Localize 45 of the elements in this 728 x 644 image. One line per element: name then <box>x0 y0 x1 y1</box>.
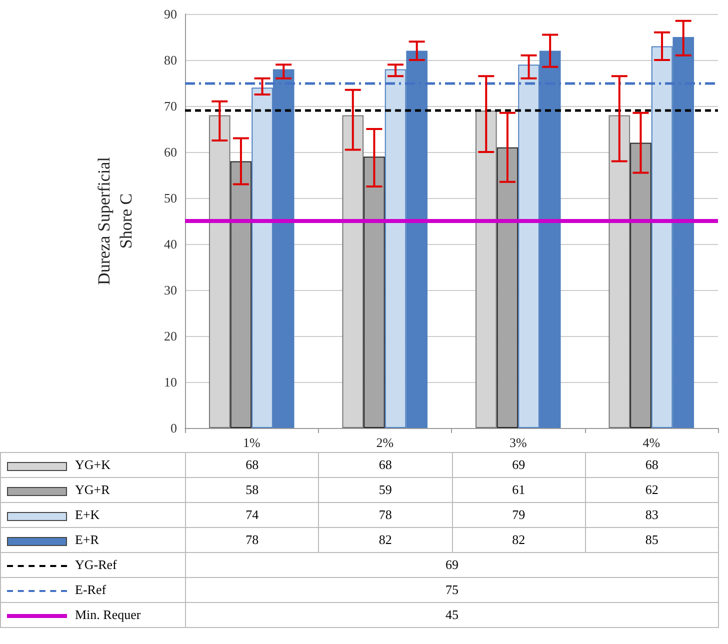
data-label: 83 <box>585 502 718 528</box>
data-label: 69 <box>452 452 586 478</box>
x-tick-label: 4% <box>642 435 660 450</box>
text: 69 <box>186 552 718 578</box>
bar <box>364 156 385 428</box>
y-tick-label: 40 <box>164 236 177 252</box>
y-tick-label: 30 <box>164 282 177 298</box>
y-axis-title: Dureza Superficial Shore C <box>94 156 136 285</box>
x-tick-label: 2% <box>376 435 394 450</box>
y-tick-label: 60 <box>164 144 177 160</box>
x-tick-label: 3% <box>509 435 527 450</box>
legend-label: YG+R <box>0 478 186 502</box>
data-label: 59 <box>318 478 452 502</box>
data-label: 82 <box>452 528 586 552</box>
y-tick-label: 10 <box>164 374 177 390</box>
legend-label: E+R <box>0 528 186 552</box>
data-label: 74 <box>186 502 319 528</box>
legend-label: YG-Ref <box>0 552 186 578</box>
legend-label: E-Ref <box>0 578 186 602</box>
data-label: 62 <box>585 478 718 502</box>
legend-label: Min. Requer <box>0 602 186 628</box>
data-label: 78 <box>186 528 319 552</box>
y-tick-label: 80 <box>164 52 177 68</box>
y-tick-label: 50 <box>164 190 177 206</box>
data-label: 82 <box>318 528 452 552</box>
legend-label: YG+K <box>0 452 186 478</box>
y-tick-label: 20 <box>164 328 177 344</box>
bar <box>230 161 252 428</box>
data-label: 61 <box>452 478 586 502</box>
y-tick-label: 0 <box>170 420 177 436</box>
y-tick-label: 90 <box>164 6 177 22</box>
legend-label: E+K <box>0 502 186 528</box>
x-tick-label: 1% <box>242 435 260 450</box>
text: 45 <box>186 602 718 628</box>
data-label: 58 <box>186 478 319 502</box>
data-label: 78 <box>318 502 452 528</box>
data-label: 68 <box>186 452 319 478</box>
bar <box>496 147 518 428</box>
data-label: 85 <box>585 528 718 552</box>
bar <box>630 142 652 428</box>
y-tick-label: 70 <box>164 98 177 114</box>
data-label: 68 <box>585 452 718 478</box>
data-label: 68 <box>318 452 452 478</box>
data-label: 79 <box>452 502 586 528</box>
text: 75 <box>186 578 718 602</box>
